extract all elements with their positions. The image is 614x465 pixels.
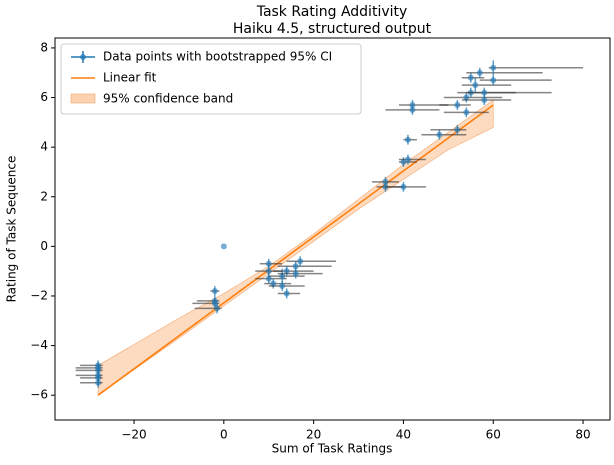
plot-area [75,60,584,396]
data-point [490,64,497,71]
data-point [270,280,277,287]
data-point [214,305,221,312]
x-tick-label: 20 [306,428,321,442]
data-point [292,263,299,270]
data-point [463,94,470,101]
data-point [265,268,272,275]
data-point [400,183,407,190]
data-point [265,260,272,267]
data-point [297,258,304,265]
legend: Data points with bootstrapped 95% CI Line… [60,43,362,115]
x-tick-label: 40 [396,428,411,442]
data-point [476,69,483,76]
data-point [409,101,416,108]
chart-subtitle: Haiku 4.5, structured output [233,21,432,37]
data-point [454,101,461,108]
chart-title: Task Rating Additivity [256,4,408,20]
axes-frame [54,37,611,421]
legend-swatch [70,93,96,104]
y-tick-label: −6 [30,388,48,402]
data-point [463,109,470,116]
x-tick-label: 60 [486,428,501,442]
legend-label: 95% confidence band [103,92,233,106]
data-point [472,82,479,89]
legend-label: Linear fit [103,71,157,85]
fit-line [97,104,494,396]
data-point [220,243,227,250]
data-point [211,297,218,304]
data-point [481,89,488,96]
data-point [283,290,290,297]
data-point [292,270,299,277]
data-point [467,74,474,81]
y-axis-label: Rating of Task Sequence [5,156,19,303]
legend-frame [60,43,362,115]
y-tick-label: 0 [40,239,48,253]
data-point [283,268,290,275]
x-axis-label: Sum of Task Ratings [272,442,393,456]
legend-swatch [80,54,86,60]
data-point [404,136,411,143]
data-point [436,131,443,138]
y-tick-label: 6 [40,90,48,104]
data-point [279,283,286,290]
y-tick-label: 2 [40,189,48,203]
data-point [490,77,497,84]
x-tick-label: 80 [575,428,590,442]
data-point [481,97,488,104]
data-point [211,288,218,295]
x-tick-label: 0 [220,428,228,442]
legend-label: Data points with bootstrapped 95% CI [103,50,332,64]
y-tick-label: 4 [40,140,48,154]
y-tick-label: −4 [30,338,48,352]
data-point [454,126,461,133]
x-tick-label: −20 [121,428,146,442]
y-tick-label: −2 [30,288,48,302]
data-point [265,275,272,282]
data-point [400,159,407,166]
data-point [404,156,411,163]
data-point [279,273,286,280]
data-point [95,362,102,369]
y-tick-label: 8 [40,40,48,54]
data-point [95,379,102,386]
